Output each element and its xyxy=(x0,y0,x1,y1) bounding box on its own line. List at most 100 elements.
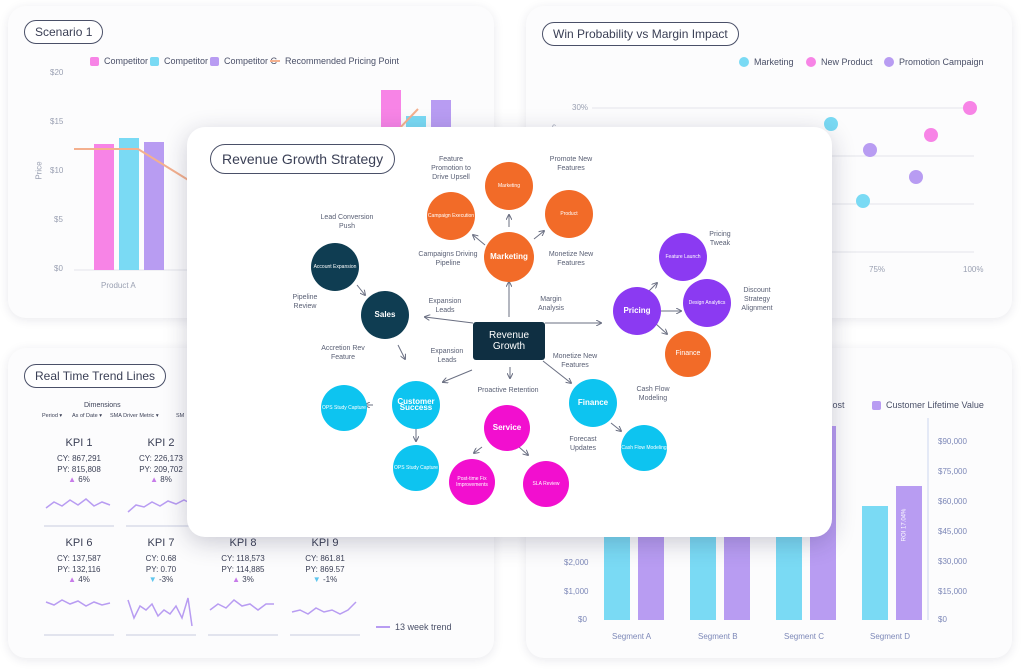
right-tick: $60,000 xyxy=(938,497,967,506)
kpi-card[interactable]: KPI 7 CY: 0.68 PY: 0.70 ▼ -3% xyxy=(126,537,196,584)
kpi-delta: ▲ 3% xyxy=(232,575,254,584)
point-new-product xyxy=(924,128,938,142)
filter-period[interactable]: Period ▾ xyxy=(42,413,63,419)
kpi-card[interactable]: KPI 9 CY: 861.81 PY: 869.57 ▼ -1% xyxy=(290,537,360,584)
kpi-name: KPI 9 xyxy=(311,537,339,549)
kpi-name: KPI 8 xyxy=(229,537,257,549)
point-new-product xyxy=(963,101,977,115)
node-feature-launch[interactable]: Feature Launch xyxy=(659,233,707,281)
label-promote-new: Promote New Features xyxy=(549,156,593,172)
y-tick: $5 xyxy=(54,215,63,224)
mindmap-card: Revenue Growth Strategy xyxy=(187,127,832,537)
label-feature-promotion: Feature Promotion to Drive Upsell xyxy=(431,156,471,181)
kpi-name: KPI 6 xyxy=(65,537,93,549)
right-tick: $0 xyxy=(938,615,947,624)
bar-cost-d xyxy=(862,506,888,620)
node-finance-pricing[interactable]: Finance xyxy=(665,331,711,377)
kpi-cy: CY: 226,173 xyxy=(138,454,184,463)
legend-competitor-c: Competitor C xyxy=(210,56,277,66)
mindmap-arrows xyxy=(356,127,832,537)
node-post-time-fix[interactable]: Post-time Fix Improvements xyxy=(449,459,495,505)
label-pricing-tweak: Pricing Tweak xyxy=(709,231,731,247)
legend-lifetime: Customer Lifetime Value xyxy=(872,400,984,410)
x-tick: Segment D xyxy=(870,632,911,641)
label-campaigns-pipeline: Campaigns Driving Pipeline xyxy=(418,251,478,267)
point-marketing xyxy=(856,194,870,208)
kpi-delta: ▼ -3% xyxy=(148,575,174,584)
node-pricing[interactable]: Pricing xyxy=(613,287,661,335)
kpi-card[interactable]: KPI 8 CY: 118,573 PY: 114,885 ▲ 3% xyxy=(208,537,278,584)
label-proactive-retention: Proactive Retention xyxy=(477,387,539,394)
y-tick: $10 xyxy=(50,166,64,175)
node-marketing[interactable]: Marketing xyxy=(484,232,534,282)
right-tick: $30,000 xyxy=(938,557,967,566)
node-sales[interactable]: Sales xyxy=(361,291,409,339)
kpi-cy: CY: 118,573 xyxy=(221,554,265,563)
node-customer-success[interactable]: Customer Success xyxy=(392,381,440,429)
bar-competitor-c xyxy=(144,142,164,270)
mindmap-title[interactable]: Revenue Growth Strategy xyxy=(210,144,396,174)
node-finance[interactable]: Finance xyxy=(569,379,617,427)
label-margin-analysis: Margin Analysis xyxy=(537,296,565,312)
kpi-card[interactable]: KPI 6 CY: 137,587 PY: 132,116 ▲ 4% xyxy=(44,537,114,584)
y-tick: $20 xyxy=(50,68,64,77)
kpi-cy: CY: 0.68 xyxy=(145,554,177,563)
node-design-analytics[interactable]: Design Analytics xyxy=(683,279,731,327)
winprob-title[interactable]: Win Probability vs Margin Impact xyxy=(542,22,739,46)
left-tick: $0 xyxy=(578,615,587,624)
kpi-card[interactable]: KPI 2 CY: 226,173 PY: 209,702 ▲ 8% xyxy=(126,437,196,484)
label-monetize-new-bottom: Monetize New Features xyxy=(552,353,598,369)
trend-title[interactable]: Real Time Trend Lines xyxy=(24,364,167,388)
label-monetize-new-top: Monetize New Features xyxy=(548,251,594,267)
kpi-py: PY: 815,808 xyxy=(57,465,101,474)
sparklines xyxy=(44,498,360,636)
node-service[interactable]: Service xyxy=(484,405,530,451)
node-account-expansion[interactable]: Account Expansion xyxy=(311,243,359,291)
x-tick: 100% xyxy=(963,265,984,274)
kpi-py: PY: 114,885 xyxy=(221,565,265,574)
kpi-name: KPI 7 xyxy=(147,537,175,549)
kpi-card[interactable]: KPI 1 CY: 867,291 PY: 815,808 ▲ 6% xyxy=(44,437,114,484)
legend-cost: Cost xyxy=(826,400,845,410)
sparkline-kpi7 xyxy=(127,597,193,627)
label-forecast: Forecast Updates xyxy=(569,436,597,452)
sparkline-kpi1 xyxy=(45,498,111,509)
x-label: Product A xyxy=(101,281,136,290)
node-product[interactable]: Product xyxy=(545,190,593,238)
trend-legend: 13 week trend xyxy=(376,622,452,632)
legend-new-product: New Product xyxy=(806,57,873,67)
bar-cost-a xyxy=(604,528,630,620)
kpi-cy: CY: 861.81 xyxy=(305,554,345,563)
node-sla-review[interactable]: SLA Review xyxy=(523,461,569,507)
node-ops-capture-2[interactable]: OPS Study Capture xyxy=(393,445,439,491)
kpi-py: PY: 209,702 xyxy=(139,465,183,474)
legend-marketing: Marketing xyxy=(739,57,794,67)
y-tick: $15 xyxy=(50,117,64,126)
bar-competitor-b xyxy=(119,138,139,270)
legend-competitor-a: Competitor A xyxy=(90,56,156,66)
filter-sm[interactable]: SM xyxy=(176,413,185,419)
filter-sma-driver[interactable]: SMA Driver Metric ▾ xyxy=(110,413,159,419)
label-expansion-leads-top: Expansion Leads xyxy=(428,298,462,314)
node-ops-capture-1[interactable]: OPS Study Capture xyxy=(321,385,367,431)
kpi-py: PY: 132,116 xyxy=(57,565,101,574)
kpi-py: PY: 0.70 xyxy=(145,565,177,574)
bar-cost-b xyxy=(690,528,716,620)
bar-clv-b xyxy=(724,528,750,620)
right-tick: $75,000 xyxy=(938,467,967,476)
filter-as-of-date[interactable]: As of Date ▾ xyxy=(72,413,102,419)
kpi-delta: ▲ 6% xyxy=(68,475,90,484)
sparkline-kpi2 xyxy=(127,499,191,513)
kpi-delta: ▼ -1% xyxy=(312,575,338,584)
roi-label: ROI 17.04% xyxy=(901,508,908,542)
node-cash-flow[interactable]: Cash Flow Modeling xyxy=(621,425,667,471)
node-campaign-execution[interactable]: Campaign Execution xyxy=(427,192,475,240)
right-tick: $90,000 xyxy=(938,437,967,446)
legend-promotion: Promotion Campaign xyxy=(884,57,984,67)
scenario-title[interactable]: Scenario 1 xyxy=(24,20,104,44)
left-tick: $2,000 xyxy=(564,558,589,567)
node-marketing-small[interactable]: Marketing xyxy=(485,162,533,210)
center-node[interactable]: Revenue Growth xyxy=(473,322,545,360)
sparkline-kpi8 xyxy=(209,599,274,611)
point-promotion xyxy=(863,143,877,157)
